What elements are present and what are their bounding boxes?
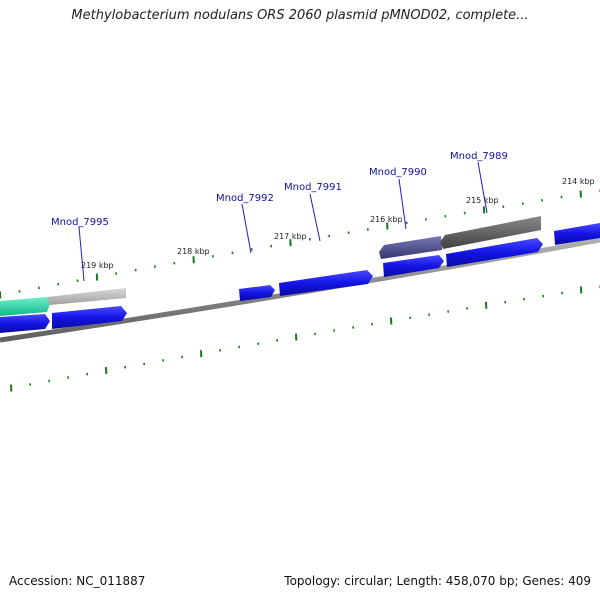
kbp-labels: 214 kbp 215 kbp 216 kbp 217 kbp 218 kbp … <box>81 177 595 270</box>
gene-cds <box>383 255 444 277</box>
inner-scale <box>10 285 600 392</box>
forward-strand-genes <box>0 223 600 333</box>
gene-labels: Mnod_7989 Mnod_7990 Mnod_7991 Mnod_7992 … <box>51 151 508 228</box>
tick-label: 218 kbp <box>177 247 210 256</box>
gene-light-grey <box>47 288 126 305</box>
gene-cds <box>239 285 275 301</box>
gene-label: Mnod_7989 <box>450 151 508 162</box>
gene-cds <box>279 270 373 296</box>
gene-label: Mnod_7992 <box>216 193 274 204</box>
reverse-strand-genes <box>0 216 541 316</box>
map-title: Methylobacterium nodulans ORS 2060 plasm… <box>71 8 529 23</box>
gene-green <box>0 297 50 316</box>
accession-text: Accession: NC_011887 <box>9 574 146 588</box>
gene-cds <box>0 314 50 333</box>
gene-label-lines <box>78 161 488 282</box>
gene-label: Mnod_7991 <box>284 182 342 193</box>
tick-label: 214 kbp <box>562 177 595 186</box>
gene-dark-grey <box>440 216 541 249</box>
outer-scale <box>0 189 600 299</box>
tick-label: 219 kbp <box>81 261 114 270</box>
gene-cds <box>446 238 543 267</box>
gene-cds <box>52 306 127 329</box>
topology-summary: Topology: circular; Length: 458,070 bp; … <box>284 574 591 588</box>
gene-label: Mnod_7990 <box>369 167 427 178</box>
gene-label: Mnod_7995 <box>51 217 109 228</box>
tick-label: 215 kbp <box>466 196 499 205</box>
gene-cds <box>554 223 600 245</box>
gene-purple <box>379 236 442 259</box>
tick-label: 216 kbp <box>370 215 403 224</box>
tick-label: 217 kbp <box>274 232 307 241</box>
